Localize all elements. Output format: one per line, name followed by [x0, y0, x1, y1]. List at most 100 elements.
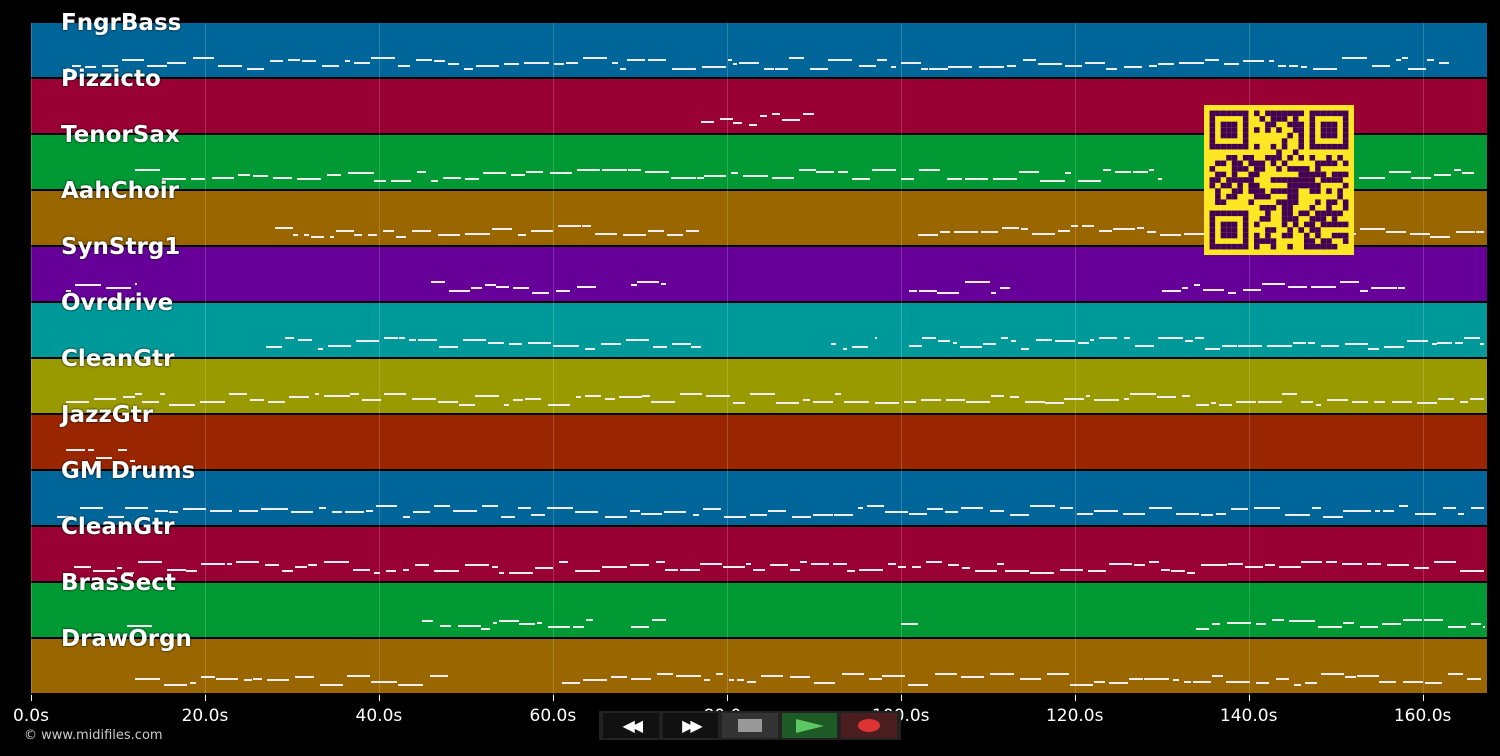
note	[1022, 58, 1036, 61]
note	[1461, 172, 1474, 174]
axis-tick	[204, 695, 206, 701]
note	[1467, 677, 1481, 680]
note	[518, 234, 527, 236]
note	[1293, 341, 1306, 344]
note	[65, 67, 71, 70]
note	[1093, 399, 1120, 401]
note	[1434, 173, 1451, 176]
note	[749, 514, 768, 516]
track-lane[interactable]	[31, 639, 1487, 695]
note	[329, 235, 335, 238]
note	[1397, 287, 1406, 289]
note	[146, 64, 167, 67]
note	[398, 337, 406, 339]
note	[412, 229, 432, 232]
note	[636, 281, 660, 283]
note	[553, 63, 564, 65]
note	[1123, 512, 1145, 515]
note	[274, 226, 293, 229]
track-lane[interactable]	[31, 527, 1487, 583]
track-lane[interactable]	[31, 303, 1487, 359]
note	[627, 58, 646, 61]
axis-tick	[1248, 695, 1250, 701]
note	[437, 400, 447, 403]
note	[991, 394, 1004, 397]
track-lane[interactable]	[31, 247, 1487, 303]
note	[680, 568, 700, 571]
note	[727, 58, 733, 61]
note	[982, 343, 997, 345]
note	[1429, 235, 1450, 238]
note	[500, 515, 515, 518]
note	[790, 676, 811, 678]
note	[236, 561, 259, 563]
copyright: © www.midifiles.com	[24, 728, 163, 743]
note	[1360, 290, 1369, 292]
piano-roll[interactable]	[31, 23, 1487, 695]
track-lane[interactable]	[31, 23, 1487, 79]
note	[168, 511, 178, 513]
note	[812, 400, 834, 403]
note	[1258, 400, 1282, 403]
note	[535, 567, 554, 569]
note	[841, 673, 865, 675]
note	[252, 175, 269, 177]
note	[1193, 284, 1200, 286]
note	[679, 393, 703, 395]
note	[651, 618, 666, 621]
note	[1408, 67, 1426, 70]
note	[919, 290, 937, 292]
note	[308, 564, 317, 566]
note	[1183, 680, 1191, 683]
note	[525, 397, 542, 400]
axis-tick	[378, 695, 380, 701]
track-lane[interactable]	[31, 415, 1487, 471]
note	[475, 394, 500, 397]
note	[458, 624, 481, 627]
rewind-button[interactable]: ◀◀	[603, 713, 659, 738]
note	[488, 341, 505, 344]
note	[1161, 568, 1170, 571]
note	[1342, 509, 1366, 512]
track-label: JazzGtr	[61, 402, 154, 428]
track-lane[interactable]	[31, 471, 1487, 527]
note	[1011, 340, 1017, 342]
note	[270, 60, 283, 62]
track-lane[interactable]	[31, 359, 1487, 415]
note	[874, 402, 900, 404]
note	[323, 561, 350, 563]
note	[80, 506, 103, 509]
note	[566, 61, 578, 64]
play-button[interactable]	[781, 713, 838, 738]
record-button[interactable]	[841, 713, 897, 738]
note	[1093, 509, 1118, 512]
note	[1228, 562, 1243, 565]
note	[1366, 509, 1372, 512]
note	[1480, 343, 1484, 345]
note	[791, 515, 812, 518]
note	[437, 234, 460, 236]
note	[706, 394, 730, 397]
note	[513, 287, 529, 289]
note	[122, 58, 145, 61]
note	[237, 173, 250, 176]
note	[135, 169, 147, 171]
note	[297, 178, 321, 180]
note	[481, 627, 491, 630]
note	[1187, 571, 1196, 574]
note	[229, 393, 248, 395]
note	[625, 338, 650, 341]
fast-forward-button[interactable]: ▶▶	[662, 713, 719, 738]
note	[781, 119, 800, 121]
note	[93, 397, 117, 400]
note	[440, 624, 452, 627]
note	[1018, 170, 1039, 173]
track-lane[interactable]	[31, 583, 1487, 639]
note	[169, 403, 195, 406]
note	[647, 229, 665, 232]
note	[738, 61, 760, 64]
stop-button[interactable]	[722, 713, 778, 738]
note	[1436, 341, 1453, 344]
note	[1210, 402, 1217, 404]
note	[513, 399, 523, 401]
